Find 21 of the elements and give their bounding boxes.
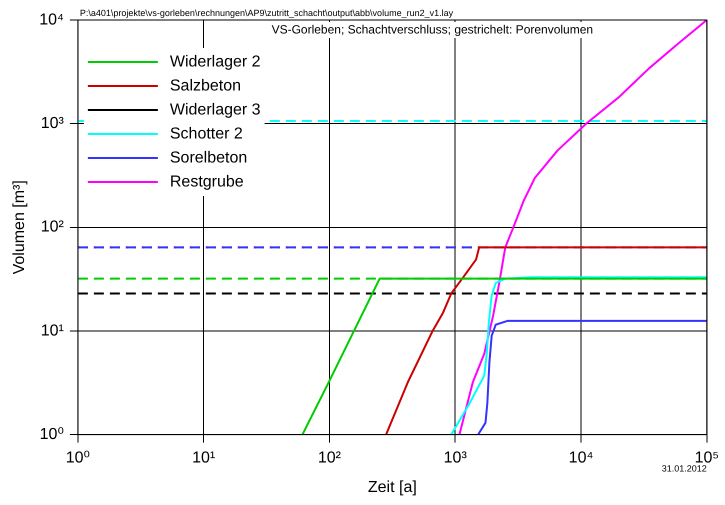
legend-label: Widerlager 3 <box>170 101 261 118</box>
legend-label: Sorelbeton <box>170 149 248 166</box>
x-tick-label: 10⁰ <box>66 450 90 467</box>
x-tick-label: 10¹ <box>192 450 216 467</box>
x-tick-label: 10² <box>318 450 342 467</box>
text: 31.01.2012 <box>662 464 707 474</box>
x-tick-label: 10⁴ <box>568 450 594 467</box>
chart-title: VS-Gorleben; Schachtverschluss; gestrichelt: Porenvolumen <box>272 22 594 36</box>
x-tick-label: 10³ <box>444 450 468 467</box>
text: P:\a401\projekte\vs-gorleben\rechnungen\AP9\zutritt_schacht\output\abb\volume_run2_v1.lay <box>80 8 454 18</box>
legend-label: Widerlager 2 <box>170 53 261 70</box>
y-tick-label: 10² <box>40 218 65 236</box>
y-tick-label: 10¹ <box>40 322 64 340</box>
y-tick-label: 10³ <box>40 115 65 132</box>
y-tick-label: 10⁰ <box>40 426 64 444</box>
x-axis-title: Zeit [a] <box>368 478 417 496</box>
legend-label: Restgrube <box>170 173 244 190</box>
y-tick-label: 10⁴ <box>39 11 64 28</box>
legend-label: Schotter 2 <box>170 125 243 142</box>
y-axis-title: Volumen [m³] <box>11 180 28 274</box>
legend-label: Salzbeton <box>170 77 242 94</box>
